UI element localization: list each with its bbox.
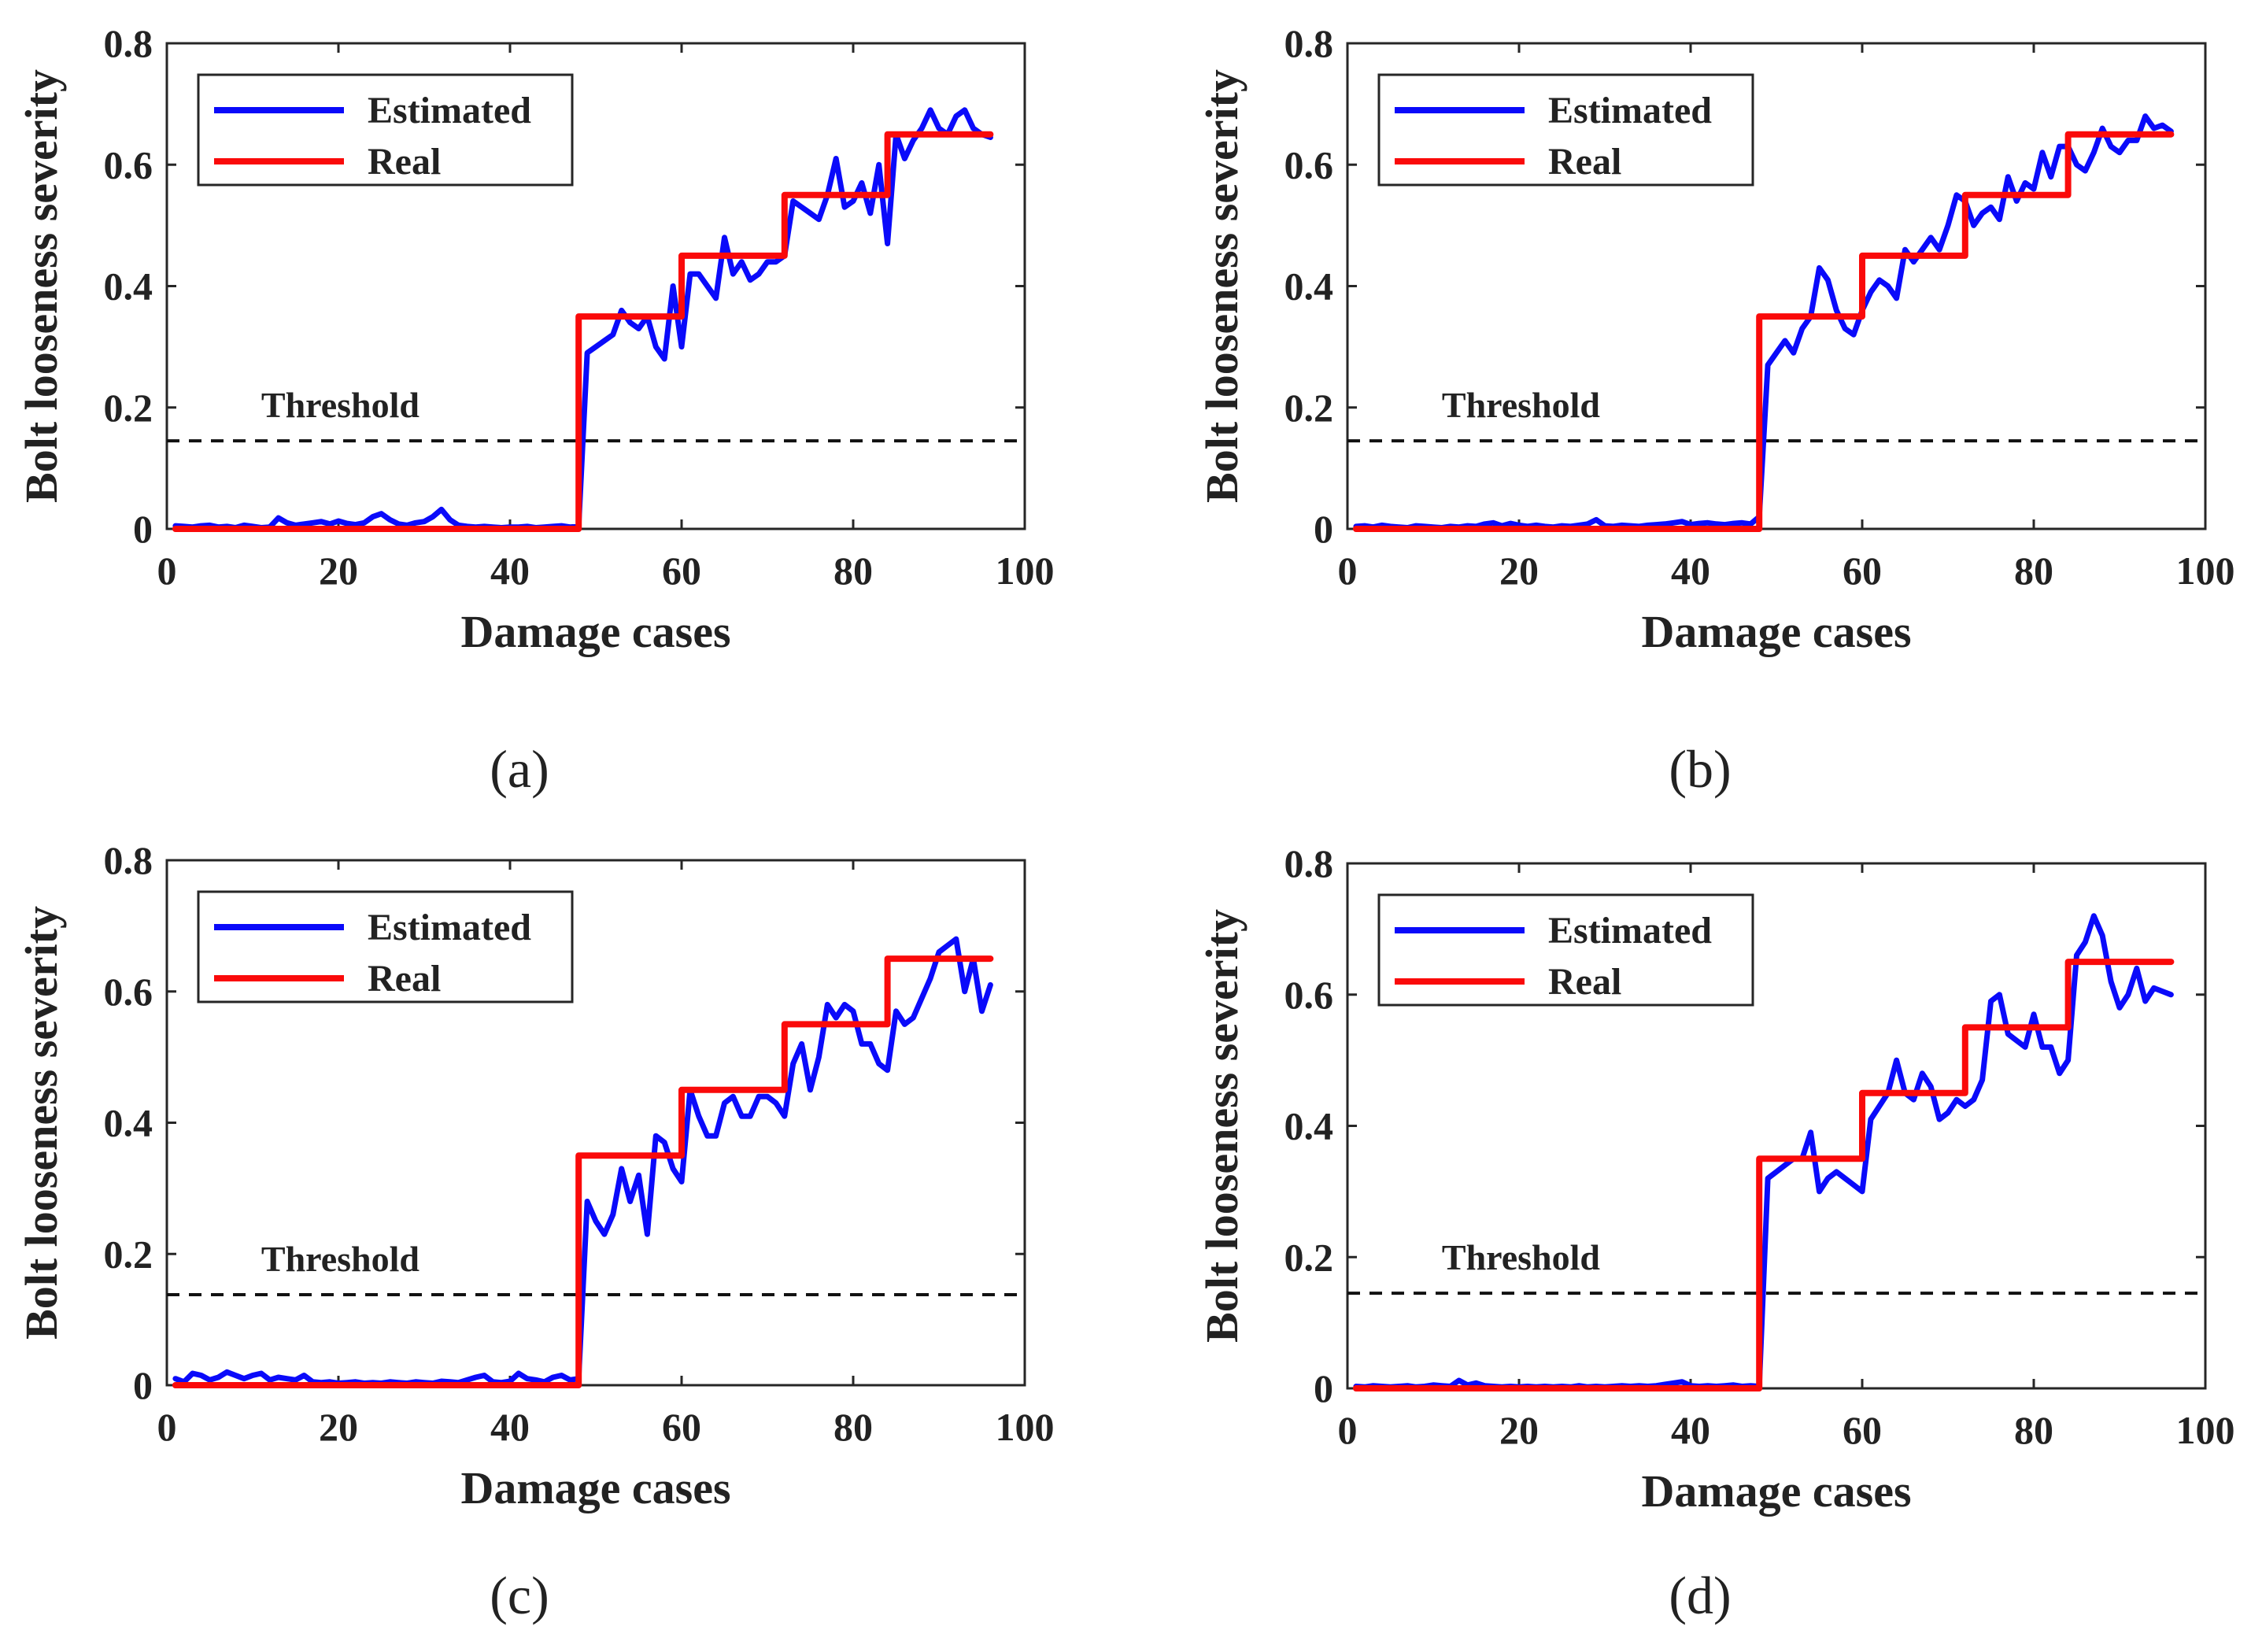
y-tick-label: 0.8 (1284, 841, 1334, 885)
panel-label: (b) (1669, 739, 1731, 799)
x-tick-label: 100 (996, 1405, 1055, 1449)
series-line-estimated (1353, 113, 2174, 530)
threshold-label: Threshold (261, 1239, 420, 1279)
y-axis-title: Bolt looseness severity (16, 906, 67, 1340)
y-axis-title: Bolt looseness severity (16, 69, 67, 503)
y-tick-label: 0 (1314, 507, 1333, 551)
y-tick-label: 0.6 (1284, 142, 1334, 187)
y-tick-label: 0.2 (1284, 1235, 1334, 1279)
series-line-real (1352, 131, 2175, 532)
x-tick-label: 60 (662, 1405, 701, 1449)
y-tick-label: 0.2 (1284, 386, 1334, 430)
x-tick-label: 0 (157, 1405, 177, 1449)
y-tick-label: 0.2 (104, 386, 153, 430)
threshold-label: Threshold (261, 385, 420, 425)
x-axis-title: Damage cases (460, 606, 730, 657)
x-tick-label: 80 (833, 1405, 873, 1449)
x-axis-title: Damage cases (1641, 606, 1911, 657)
legend-label: Real (368, 958, 441, 1000)
series-line-real (172, 131, 994, 532)
legend-label: Estimated (1548, 910, 1712, 952)
panel-label: (d) (1669, 1565, 1731, 1625)
legend-label: Real (1548, 141, 1621, 183)
y-tick-label: 0.8 (104, 21, 153, 65)
legend-label: Real (1548, 961, 1621, 1003)
y-tick-label: 0.4 (1284, 264, 1334, 309)
x-tick-label: 40 (1671, 1408, 1710, 1452)
x-tick-label: 80 (2014, 1408, 2053, 1452)
y-tick-label: 0.8 (104, 838, 153, 882)
y-tick-label: 0.4 (104, 1101, 153, 1145)
y-tick-label: 0.4 (1284, 1104, 1334, 1148)
chart-panel-b: 0 20 40 60 80 100 0 0.2 0.4 0.6 0.8 Damage cases Bol… (1196, 21, 2235, 799)
series-line-real (172, 955, 994, 1388)
series-line-real (1352, 959, 2175, 1391)
y-tick-label: 0 (133, 1363, 153, 1407)
x-tick-label: 100 (996, 549, 1055, 593)
x-tick-label: 20 (319, 1405, 358, 1449)
chart-panel-a: 0 20 40 60 80 100 0 0.2 0.4 0.6 0.8 Damage cases Bol… (16, 21, 1055, 799)
y-tick-label: 0 (1314, 1366, 1333, 1410)
x-tick-label: 100 (2176, 549, 2235, 593)
y-tick-label: 0.6 (104, 970, 153, 1014)
threshold-label: Threshold (1442, 385, 1601, 425)
x-tick-label: 60 (662, 549, 701, 593)
chart-panel-c: 0 20 40 60 80 100 0 0.2 0.4 0.6 0.8 Damage cases Bol… (16, 838, 1055, 1625)
panel-label: (a) (490, 739, 549, 799)
x-tick-label: 60 (1843, 549, 1882, 593)
legend-label: Estimated (1548, 90, 1712, 131)
x-tick-label: 80 (2014, 549, 2053, 593)
legend-box (197, 73, 574, 187)
y-tick-label: 0.6 (104, 142, 153, 187)
legend-label: Estimated (368, 90, 531, 131)
x-tick-label: 20 (1499, 1408, 1539, 1452)
x-axis-title: Damage cases (460, 1462, 730, 1513)
x-tick-label: 0 (1338, 549, 1358, 593)
x-tick-label: 40 (1671, 549, 1710, 593)
panel-label: (c) (490, 1565, 549, 1625)
y-tick-label: 0.6 (1284, 973, 1334, 1017)
legend-box (197, 890, 574, 1003)
y-tick-label: 0.4 (104, 264, 153, 309)
x-tick-label: 0 (157, 549, 177, 593)
legend-box (1377, 893, 1754, 1007)
x-tick-label: 60 (1843, 1408, 1882, 1452)
chart-panel-d: 0 20 40 60 80 100 0 0.2 0.4 0.6 0.8 Damage cases Bol… (1196, 841, 2235, 1625)
series-line-estimated (172, 936, 993, 1386)
x-tick-label: 20 (319, 549, 358, 593)
x-tick-label: 40 (490, 549, 530, 593)
threshold-label: Threshold (1442, 1237, 1601, 1277)
x-tick-label: 80 (833, 549, 873, 593)
x-axis-title: Damage cases (1641, 1465, 1911, 1517)
legend-box (1377, 73, 1754, 187)
legend-label: Real (368, 141, 441, 183)
x-tick-label: 20 (1499, 549, 1539, 593)
x-tick-label: 40 (490, 1405, 530, 1449)
y-tick-label: 0.8 (1284, 21, 1334, 65)
legend-label: Estimated (368, 907, 531, 948)
x-tick-label: 100 (2176, 1408, 2235, 1452)
y-axis-title: Bolt looseness severity (1196, 909, 1247, 1343)
y-tick-label: 0.2 (104, 1232, 153, 1276)
x-tick-label: 0 (1338, 1408, 1358, 1452)
y-tick-label: 0 (133, 507, 153, 551)
y-axis-title: Bolt looseness severity (1196, 69, 1247, 503)
